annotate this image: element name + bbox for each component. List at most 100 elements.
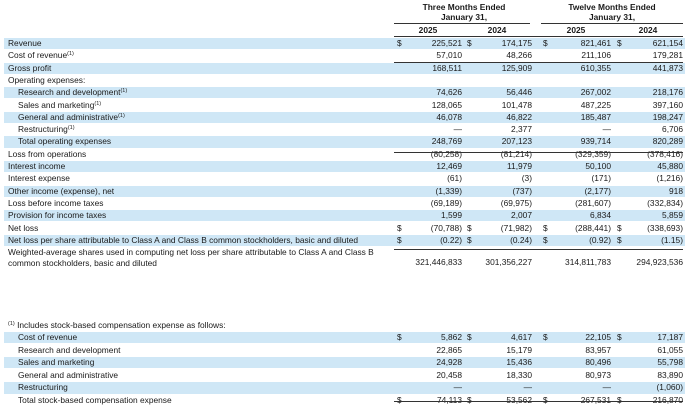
currency-symbol: $: [617, 395, 622, 405]
cell-value: 11,979: [507, 161, 532, 171]
row-label: Net loss per share attributable to Class…: [8, 235, 358, 246]
header-three-months-title: Three Months Ended: [422, 2, 506, 12]
row-label: Loss before income taxes: [8, 198, 103, 209]
cell-value: 2,377: [511, 124, 532, 135]
currency-symbol: $: [543, 332, 548, 342]
table-row: Cost of revenue $5,862 $4,617 $22,105 $17,18…: [0, 332, 689, 344]
table-row: Operating expenses:: [0, 75, 689, 86]
row-label-text: Net loss: [8, 222, 39, 233]
cell-value: (81,214): [500, 148, 532, 159]
cell-value: (71,982): [500, 222, 532, 233]
cell-value: 321,446,833: [415, 257, 462, 268]
row-label-text: Weighted-average shares used in computin…: [8, 247, 374, 268]
cell-value: 174,175: [501, 38, 532, 48]
row-label: General and administrative: [18, 370, 118, 381]
currency-symbol: $: [543, 38, 548, 48]
header-three-months-subtitle: January 31,: [440, 12, 488, 22]
table-row: Restructuring(1) — 2,377 — 6,706: [0, 124, 689, 135]
cell-value: (171): [591, 173, 611, 184]
row-label-text: Loss before income taxes: [8, 197, 104, 208]
footnote-text: (1) Includes stock-based compensation ex…: [8, 320, 226, 331]
cell-value: 314,811,783: [565, 257, 611, 268]
footnote-marker: (1): [67, 51, 74, 58]
row-label: Operating expenses:: [8, 75, 85, 86]
cell-value: 101,478: [501, 99, 532, 110]
cell-value: 185,487: [580, 111, 611, 122]
currency-symbol: $: [397, 395, 402, 405]
row-label: Revenue: [8, 38, 42, 49]
row-label: General and administrative(1): [18, 112, 125, 123]
header-rule-group1: [394, 23, 530, 24]
row-label-text: Sales and marketing: [18, 357, 95, 368]
cell-value: 218,176: [652, 87, 683, 98]
currency-symbol: $: [543, 395, 548, 405]
row-label: Provision for income taxes: [8, 210, 106, 221]
row-label-text: Total stock-based compensation expense: [18, 395, 172, 405]
cell-value: 294,923,536: [636, 257, 683, 268]
currency-symbol: $: [467, 234, 472, 245]
cell-value: 53,562: [506, 395, 532, 405]
cell-value: 267,531: [580, 395, 611, 405]
currency-symbol: $: [397, 222, 402, 233]
footnote-marker: (1): [94, 100, 102, 107]
row-label: Sales and marketing(1): [18, 100, 101, 111]
cell-value: 487,225: [580, 99, 611, 110]
row-label-text: Gross profit: [8, 62, 52, 73]
row-label: Restructuring(1): [18, 124, 75, 135]
cell-value: 4,617: [511, 332, 532, 342]
row-label-text: Sales and marketing: [18, 99, 95, 110]
cell-value: 267,002: [580, 87, 611, 98]
row-label: Total stock-based compensation expense: [18, 395, 172, 406]
table-row: Restructuring — — — (1,060): [0, 382, 689, 394]
cell-value: 22,105: [585, 332, 611, 342]
row-label-text: Cost of revenue: [18, 332, 78, 342]
row-label-text: Restructuring: [18, 124, 68, 135]
table-row: Net loss per share attributable to Class…: [0, 234, 689, 247]
currency-symbol: $: [617, 234, 622, 245]
cell-value: 55,798: [657, 357, 683, 368]
cell-value: 6,706: [662, 124, 683, 135]
currency-symbol: $: [467, 395, 472, 405]
cell-value: 207,123: [501, 136, 532, 147]
cell-value: 61,055: [657, 344, 683, 355]
cell-value: 80,496: [585, 357, 611, 368]
cell-value: (737): [512, 185, 532, 196]
cell-value: 83,957: [585, 344, 611, 355]
rule-above-gross-profit: [394, 62, 683, 63]
cell-value: 83,890: [657, 369, 683, 380]
cell-value: 56,446: [506, 87, 532, 98]
header-year-4: 2024: [638, 25, 658, 35]
header-rule-years: [394, 36, 683, 37]
header-rule-group2: [541, 23, 683, 24]
table-row: Gross profit 168,511 125,909 610,355 441,873: [0, 62, 689, 75]
cell-value: 5,859: [662, 210, 683, 221]
row-label: Weighted-average shares used in computin…: [8, 247, 388, 268]
cell-value: 179,281: [652, 50, 683, 61]
cell-value: 74,113: [437, 395, 462, 405]
row-label-text: Operating expenses:: [8, 74, 86, 85]
cell-value: —: [523, 382, 532, 393]
cell-value: —: [602, 124, 611, 135]
cell-value: 441,873: [652, 62, 683, 73]
header-twelve-months-title: Twelve Months Ended: [568, 2, 656, 12]
table-row: Loss from operations (80,258) (81,214) (329…: [0, 149, 689, 160]
currency-symbol: $: [467, 222, 472, 233]
table-row: Research and development(1) 74,626 56,446 2…: [0, 87, 689, 99]
table-row: Loss before income taxes (69,189) (69,975)…: [0, 198, 689, 209]
header-year-3: 2025: [566, 25, 586, 35]
cell-value: 125,909: [501, 62, 532, 73]
header-year-2: 2024: [487, 25, 507, 35]
cell-value: 22,865: [436, 344, 462, 355]
cell-value: 248,769: [431, 136, 462, 147]
table-row: Provision for income taxes 1,599 2,007 6,83…: [0, 210, 689, 222]
currency-symbol: $: [397, 38, 402, 48]
table-row: Total operating expenses 248,769 207,123 93…: [0, 136, 689, 148]
cell-value: 918: [669, 185, 683, 196]
currency-symbol: $: [467, 332, 472, 342]
currency-symbol: $: [543, 222, 548, 233]
cell-value: (0.92): [589, 234, 611, 245]
cell-value: 820,289: [652, 136, 683, 147]
footnote-marker: (1): [120, 88, 128, 95]
cell-value: 50,100: [585, 161, 611, 171]
row-label-text: Other income (expense), net: [8, 185, 115, 196]
